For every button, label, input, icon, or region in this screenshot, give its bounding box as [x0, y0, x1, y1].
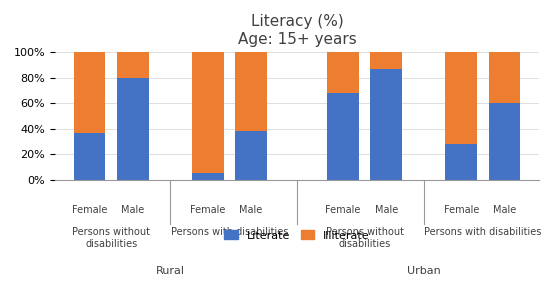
Text: Male: Male [493, 205, 516, 215]
Bar [327, 93, 359, 180]
Bar [327, 52, 359, 93]
Legend: Literate, Illiterate: Literate, Illiterate [224, 230, 370, 241]
Bar [371, 52, 402, 69]
Text: Male: Male [239, 205, 262, 215]
Bar [446, 52, 477, 144]
Text: Female: Female [72, 205, 107, 215]
Bar [117, 52, 148, 78]
Bar [192, 52, 223, 173]
Title: Literacy (%)
Age: 15+ years: Literacy (%) Age: 15+ years [238, 14, 356, 47]
Bar [74, 133, 106, 180]
Text: Persons without
disabilities: Persons without disabilities [72, 227, 150, 249]
Text: Female: Female [190, 205, 225, 215]
Text: Persons without
disabilities: Persons without disabilities [326, 227, 404, 249]
Text: Rural: Rural [156, 266, 185, 276]
Bar [192, 173, 223, 180]
Bar [74, 52, 106, 133]
Text: Persons with disabilities: Persons with disabilities [170, 227, 288, 237]
Text: Female: Female [443, 205, 479, 215]
Bar [371, 69, 402, 180]
Bar [235, 131, 267, 180]
Text: Male: Male [121, 205, 145, 215]
Bar [446, 144, 477, 180]
Bar [235, 52, 267, 131]
Bar [488, 52, 520, 103]
Text: Persons with disabilities: Persons with disabilities [424, 227, 542, 237]
Bar [117, 78, 148, 180]
Bar [488, 103, 520, 180]
Text: Female: Female [326, 205, 361, 215]
Text: Male: Male [375, 205, 398, 215]
Text: Urban: Urban [407, 266, 441, 276]
